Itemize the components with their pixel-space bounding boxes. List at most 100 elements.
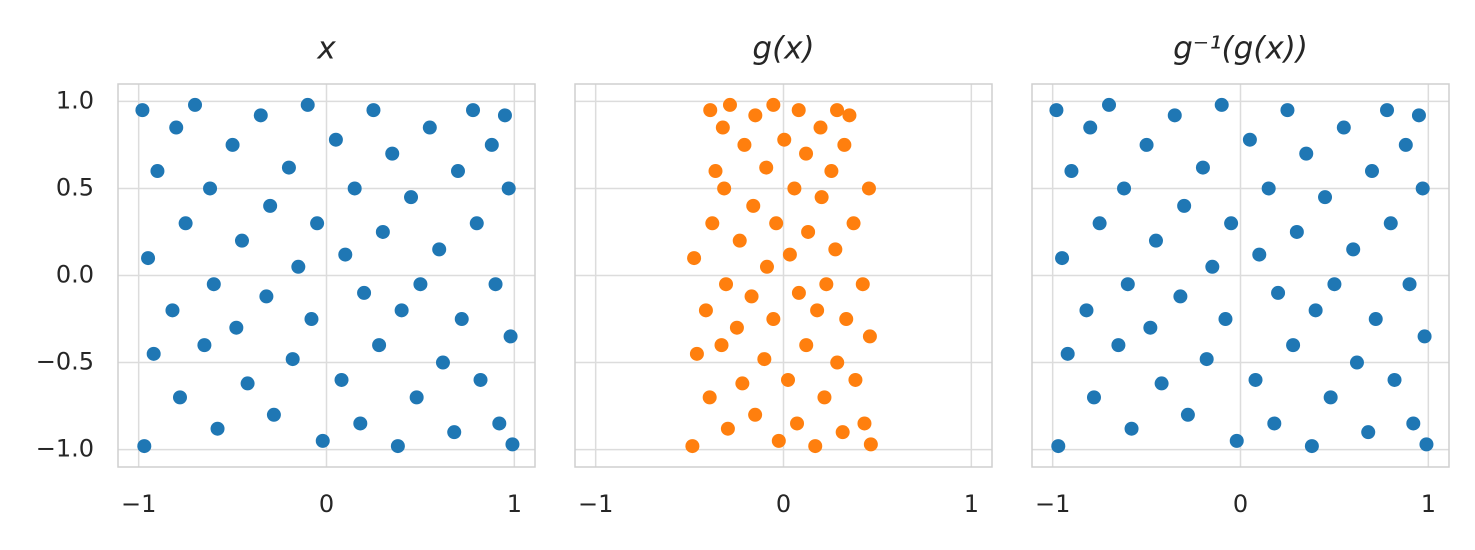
point [390, 439, 405, 454]
point [315, 433, 330, 448]
x-tick-label: 0 [776, 490, 791, 518]
point [862, 329, 877, 344]
point [172, 390, 187, 405]
point [310, 216, 325, 231]
point [1205, 259, 1220, 274]
point [394, 303, 409, 318]
point [188, 97, 203, 112]
point [328, 132, 343, 147]
point [484, 137, 499, 152]
point [1406, 416, 1421, 431]
point [799, 338, 814, 353]
x-tick-label: 1 [507, 490, 522, 518]
point [1195, 160, 1210, 175]
point [703, 103, 718, 118]
point [285, 352, 300, 367]
subplot-title: x [316, 31, 336, 67]
axes-frame [574, 83, 993, 468]
point [1398, 137, 1413, 152]
point [705, 216, 720, 231]
point [1167, 108, 1182, 123]
point [1336, 120, 1351, 135]
point [1102, 97, 1117, 112]
point [1286, 338, 1301, 353]
point [782, 247, 797, 262]
point [748, 108, 763, 123]
point [435, 355, 450, 370]
point [757, 352, 772, 367]
point [744, 289, 759, 304]
point [141, 251, 156, 266]
point [266, 407, 281, 422]
point [714, 338, 729, 353]
y-tick-label: 0.5 [56, 173, 94, 201]
point [281, 160, 296, 175]
point [830, 355, 845, 370]
point [447, 425, 462, 440]
axes-frame [117, 83, 536, 468]
point [1318, 190, 1333, 205]
point [1051, 439, 1066, 454]
point [1415, 181, 1430, 196]
point [759, 259, 774, 274]
point [1139, 137, 1154, 152]
x-tick-label: −1 [578, 490, 613, 518]
y-tick-label: −1.0 [36, 435, 94, 463]
point [404, 190, 419, 205]
point [1304, 439, 1319, 454]
point [771, 433, 786, 448]
point [1086, 390, 1101, 405]
point [719, 277, 734, 292]
point [1199, 352, 1214, 367]
point [835, 425, 850, 440]
point [863, 437, 878, 452]
y-tick-label: 1.0 [56, 86, 94, 114]
point [1143, 320, 1158, 335]
point [791, 103, 806, 118]
point [366, 103, 381, 118]
point [799, 146, 814, 161]
point [746, 198, 761, 213]
point [689, 346, 704, 361]
subplot-title: g⁻¹(g(x)) [1173, 31, 1308, 67]
point [846, 216, 861, 231]
point [766, 97, 781, 112]
point [347, 181, 362, 196]
point [1248, 372, 1263, 387]
point [790, 416, 805, 431]
point [810, 303, 825, 318]
point [1124, 421, 1139, 436]
point [259, 289, 274, 304]
point [263, 198, 278, 213]
point [685, 439, 700, 454]
point [413, 277, 428, 292]
point [1323, 390, 1338, 405]
x-tick-label: 1 [964, 490, 979, 518]
point [729, 320, 744, 335]
x-tick-label: 0 [1233, 490, 1248, 518]
point [814, 190, 829, 205]
point [766, 312, 781, 327]
point [432, 242, 447, 257]
point [1417, 329, 1432, 344]
point [824, 164, 839, 179]
point [1289, 224, 1304, 239]
point [1224, 216, 1239, 231]
point [450, 164, 465, 179]
point [1173, 289, 1188, 304]
point [1380, 103, 1395, 118]
point [735, 376, 750, 391]
point [1154, 376, 1169, 391]
point [206, 277, 221, 292]
point [1261, 181, 1276, 196]
point [203, 181, 218, 196]
point [197, 338, 212, 353]
point [842, 108, 857, 123]
point [717, 181, 732, 196]
point [253, 108, 268, 123]
point [769, 216, 784, 231]
point [855, 277, 870, 292]
point [1064, 164, 1079, 179]
point [722, 97, 737, 112]
